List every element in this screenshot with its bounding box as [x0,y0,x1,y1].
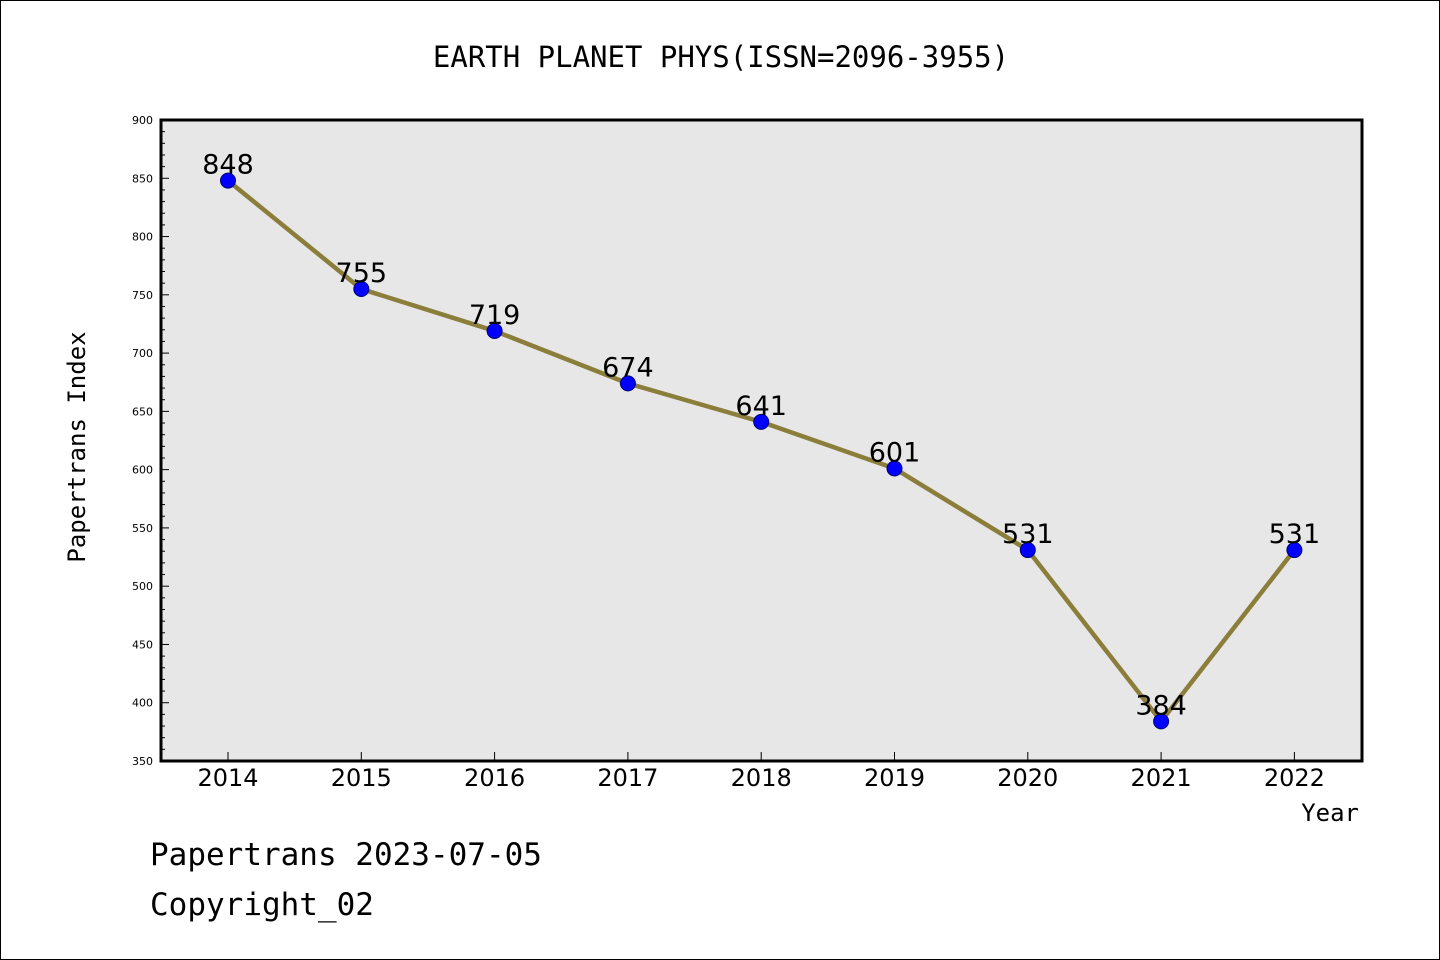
data-label: 755 [336,258,388,289]
plot-area [159,118,1364,763]
data-label: 601 [869,437,921,468]
data-labels: 848 755 719 674 641 601 531 384 531 [202,150,1320,722]
data-point [619,375,636,392]
y-tick-label: 800 [132,231,153,244]
x-tick-label: 2018 [731,764,792,792]
x-tick-label: 2014 [197,764,258,792]
x-tick-label: 2019 [864,764,925,792]
y-tick-label: 700 [132,347,153,360]
y-tick-label: 550 [132,522,153,535]
data-point [753,413,770,430]
y-tick-label: 850 [132,172,153,185]
y-tick-label: 450 [132,638,153,651]
chart-title: EARTH PLANET PHYS(ISSN=2096-3955) [433,40,1009,74]
x-tick-label: 2020 [997,764,1058,792]
y-tick-label: 400 [132,697,153,710]
data-label: 531 [1269,519,1321,550]
data-point [220,172,236,189]
footer-copyright: Copyright_02 [150,887,374,923]
x-tick-label: 2022 [1264,764,1325,792]
x-tick-label: 2015 [331,764,392,792]
x-tick-label: 2016 [464,764,525,792]
x-axis-label: Year [1301,799,1359,827]
data-label: 641 [735,391,787,422]
data-point [486,322,503,339]
y-tick-label: 650 [132,405,153,418]
x-tick-label: 2017 [597,764,658,792]
data-point [1286,542,1303,559]
y-tick-label: 350 [132,755,153,768]
data-label: 848 [202,150,254,181]
footer-date: Papertrans 2023-07-05 [150,837,542,873]
y-tick-label: 500 [132,580,153,593]
y-tick-label: 900 [132,114,153,127]
x-axis: 2014 2015 2016 2017 2018 2019 2020 2021 2022 [197,752,1325,792]
y-axis: 350 400 450 500 550 600 650 700 750 800 850 900 [132,114,169,768]
data-label: 384 [1135,690,1187,721]
data-label: 531 [1002,519,1054,550]
y-tick-label: 600 [132,464,153,477]
data-point [886,460,903,477]
data-point [353,280,370,297]
data-point [1153,713,1170,730]
series-line-group [220,172,1303,730]
data-label: 674 [602,352,654,383]
y-tick-label: 750 [132,289,153,302]
x-tick-label: 2021 [1131,764,1192,792]
data-point [1019,542,1036,559]
y-axis-label: Papertrans Index [63,331,91,562]
data-label: 719 [469,300,521,331]
